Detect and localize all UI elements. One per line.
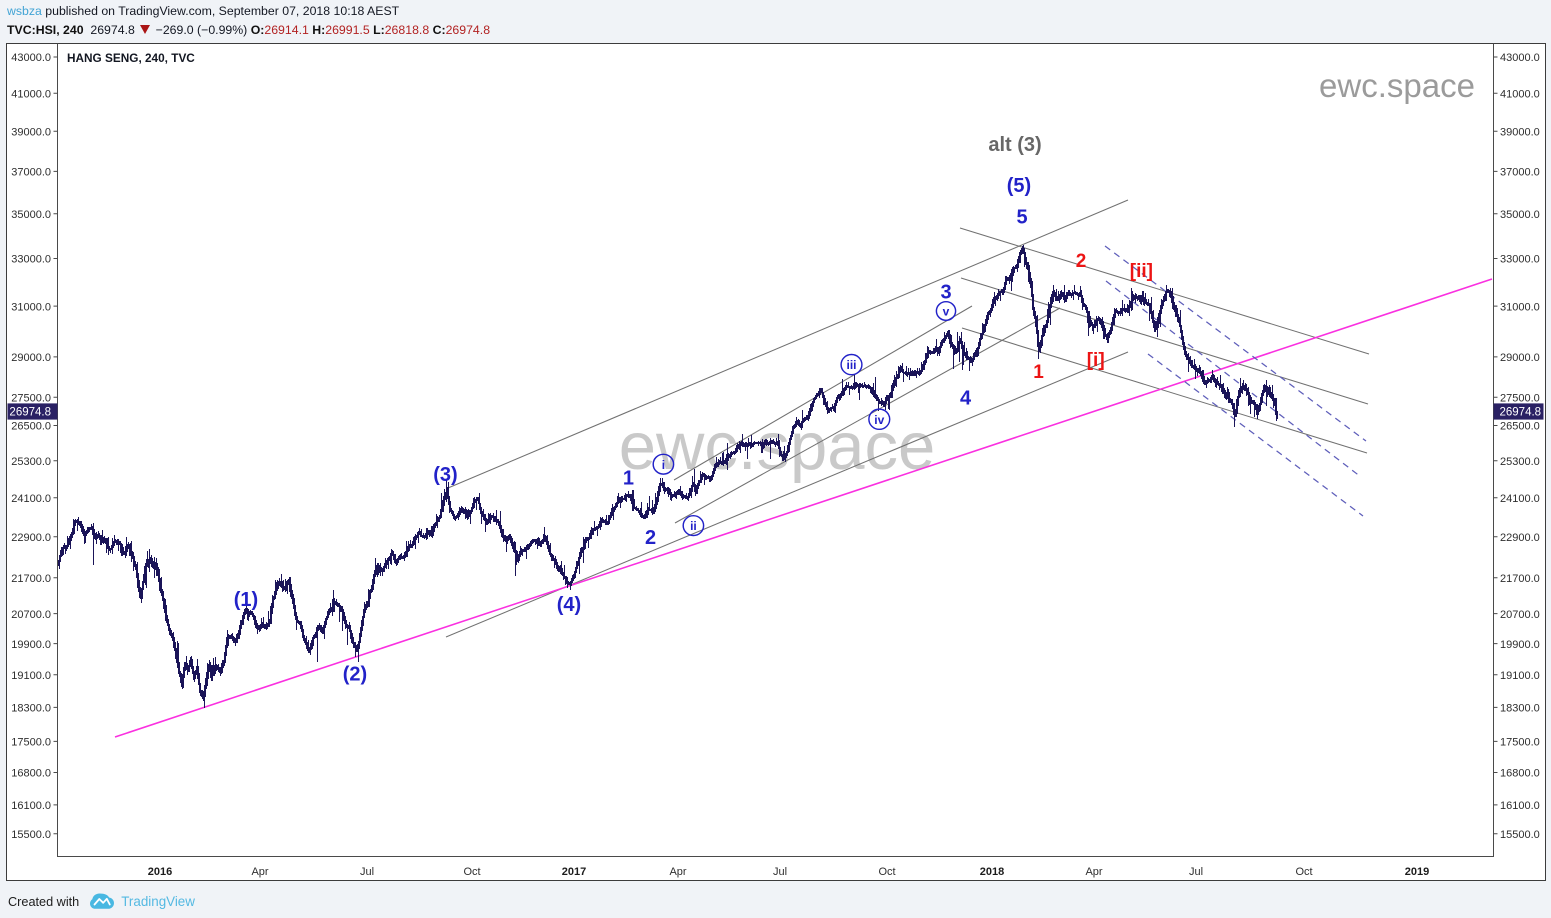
svg-text:20700.0: 20700.0 (11, 609, 51, 621)
svg-text:22900.0: 22900.0 (11, 532, 51, 544)
svg-text:(2): (2) (343, 664, 367, 686)
svg-text:21700.0: 21700.0 (1500, 573, 1540, 585)
svg-text:2: 2 (645, 527, 656, 549)
svg-text:(4): (4) (557, 594, 581, 616)
svg-text:18300.0: 18300.0 (1500, 703, 1540, 715)
svg-text:17500.0: 17500.0 (11, 737, 51, 749)
svg-text:19900.0: 19900.0 (11, 639, 51, 651)
svg-text:41000.0: 41000.0 (11, 89, 51, 101)
svg-text:21700.0: 21700.0 (11, 573, 51, 585)
svg-text:26974.8: 26974.8 (1500, 407, 1542, 419)
svg-text:31000.0: 31000.0 (11, 301, 51, 313)
svg-text:2016: 2016 (148, 866, 172, 878)
svg-text:5: 5 (1016, 207, 1027, 229)
svg-text:35000.0: 35000.0 (11, 209, 51, 221)
svg-text:24100.0: 24100.0 (1500, 493, 1540, 505)
svg-text:26500.0: 26500.0 (11, 421, 51, 433)
svg-text:Jul: Jul (1189, 866, 1203, 878)
svg-text:16800.0: 16800.0 (1500, 768, 1540, 780)
svg-text:Apr: Apr (1085, 866, 1102, 878)
svg-text:35000.0: 35000.0 (1500, 209, 1540, 221)
svg-text:15500.0: 15500.0 (11, 829, 51, 841)
svg-text:16100.0: 16100.0 (11, 800, 51, 812)
svg-text:ewc.space: ewc.space (1319, 67, 1475, 104)
svg-text:ewc.space: ewc.space (619, 409, 936, 484)
svg-text:(3): (3) (433, 464, 457, 486)
svg-text:25300.0: 25300.0 (11, 456, 51, 468)
svg-text:17500.0: 17500.0 (1500, 737, 1540, 749)
svg-text:39000.0: 39000.0 (11, 127, 51, 139)
svg-text:2019: 2019 (1405, 866, 1429, 878)
svg-text:HANG SENG, 240, TVC: HANG SENG, 240, TVC (67, 51, 195, 65)
svg-text:27500.0: 27500.0 (1500, 393, 1540, 405)
svg-text:(1): (1) (234, 589, 258, 611)
svg-text:41000.0: 41000.0 (1500, 89, 1540, 101)
svg-text:20700.0: 20700.0 (1500, 609, 1540, 621)
svg-text:i: i (662, 458, 665, 472)
svg-text:iv: iv (874, 413, 884, 427)
svg-text:18300.0: 18300.0 (11, 703, 51, 715)
svg-text:37000.0: 37000.0 (1500, 167, 1540, 179)
svg-text:16800.0: 16800.0 (11, 768, 51, 780)
svg-text:(5): (5) (1007, 175, 1031, 197)
svg-text:26974.8: 26974.8 (9, 407, 51, 419)
svg-text:33000.0: 33000.0 (11, 254, 51, 266)
svg-text:alt (3): alt (3) (988, 134, 1041, 156)
svg-text:3: 3 (940, 282, 951, 304)
svg-text:2017: 2017 (562, 866, 586, 878)
svg-text:19100.0: 19100.0 (11, 670, 51, 682)
svg-text:29000.0: 29000.0 (11, 352, 51, 364)
svg-text:iii: iii (846, 358, 856, 372)
svg-text:2018: 2018 (980, 866, 1004, 878)
svg-text:Oct: Oct (463, 866, 480, 878)
svg-text:v: v (943, 305, 950, 319)
svg-text:1: 1 (623, 468, 634, 490)
svg-text:31000.0: 31000.0 (1500, 301, 1540, 313)
svg-text:15500.0: 15500.0 (1500, 829, 1540, 841)
svg-text:[i]: [i] (1087, 350, 1105, 371)
svg-text:Jul: Jul (773, 866, 787, 878)
svg-text:Jul: Jul (360, 866, 374, 878)
svg-text:29000.0: 29000.0 (1500, 352, 1540, 364)
svg-text:19100.0: 19100.0 (1500, 670, 1540, 682)
svg-text:27500.0: 27500.0 (11, 393, 51, 405)
svg-text:Oct: Oct (878, 866, 895, 878)
svg-text:[ii]: [ii] (1130, 261, 1153, 282)
svg-text:16100.0: 16100.0 (1500, 800, 1540, 812)
svg-text:43000.0: 43000.0 (1500, 52, 1540, 64)
svg-text:1: 1 (1033, 362, 1044, 383)
svg-text:26500.0: 26500.0 (1500, 421, 1540, 433)
svg-text:33000.0: 33000.0 (1500, 254, 1540, 266)
svg-text:Apr: Apr (251, 866, 268, 878)
svg-text:22900.0: 22900.0 (1500, 532, 1540, 544)
svg-text:Oct: Oct (1295, 866, 1312, 878)
svg-text:39000.0: 39000.0 (1500, 127, 1540, 139)
svg-text:19900.0: 19900.0 (1500, 639, 1540, 651)
svg-text:2: 2 (1076, 251, 1087, 272)
svg-text:43000.0: 43000.0 (11, 52, 51, 64)
svg-text:37000.0: 37000.0 (11, 167, 51, 179)
svg-text:24100.0: 24100.0 (11, 493, 51, 505)
svg-text:ii: ii (690, 519, 697, 533)
svg-text:25300.0: 25300.0 (1500, 456, 1540, 468)
svg-text:Apr: Apr (669, 866, 686, 878)
svg-text:4: 4 (960, 388, 972, 410)
